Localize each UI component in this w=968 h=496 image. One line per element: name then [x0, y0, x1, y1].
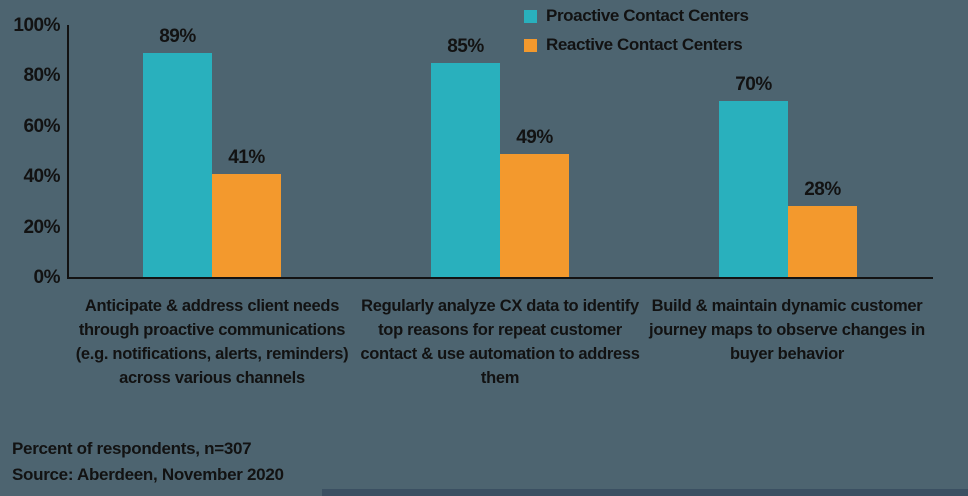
bar-value-label: 89% [159, 25, 196, 47]
legend-item-proactive: Proactive Contact Centers [524, 6, 749, 26]
legend-item-reactive: Reactive Contact Centers [524, 35, 749, 55]
bar-value-label: 41% [228, 146, 265, 168]
footer-note: Percent of respondents, n=307 [12, 439, 252, 458]
y-tick-label: 20% [23, 216, 60, 238]
y-tick-label: 80% [23, 65, 60, 87]
proactive-bar [719, 100, 788, 277]
footer-source: Source: Aberdeen, November 2020 [12, 465, 284, 484]
legend-label-proactive: Proactive Contact Centers [546, 6, 749, 25]
bar-value-label: 85% [447, 35, 484, 57]
reactive-bar [500, 153, 569, 277]
proactive-swatch-icon [524, 9, 537, 23]
bar-value-label: 70% [735, 73, 772, 95]
reactive-swatch-icon [524, 38, 537, 52]
y-tick-label: 60% [23, 115, 60, 137]
category-label: Anticipate & address client needs throug… [75, 297, 349, 387]
chart-footer: Percent of respondents, n=307 Source: Ab… [12, 436, 284, 488]
y-tick-label: 0% [33, 267, 61, 288]
y-tick-label: 100% [13, 15, 60, 36]
reactive-bar [212, 173, 281, 277]
proactive-bar [143, 52, 212, 277]
bottom-strip [322, 489, 968, 496]
reactive-bar [788, 206, 857, 277]
proactive-bar [431, 62, 500, 277]
category-label: Regularly analyze CX data to identify to… [360, 297, 640, 387]
x-axis-line [67, 277, 933, 279]
bar-value-label: 28% [804, 179, 841, 201]
bar-value-label: 49% [516, 126, 553, 148]
legend-label-reactive: Reactive Contact Centers [546, 35, 743, 54]
y-tick-label: 40% [23, 166, 60, 188]
category-label: Build & maintain dynamic customer journe… [649, 297, 925, 363]
y-axis-line [67, 25, 69, 278]
legend: Proactive Contact Centers Reactive Conta… [524, 6, 749, 55]
